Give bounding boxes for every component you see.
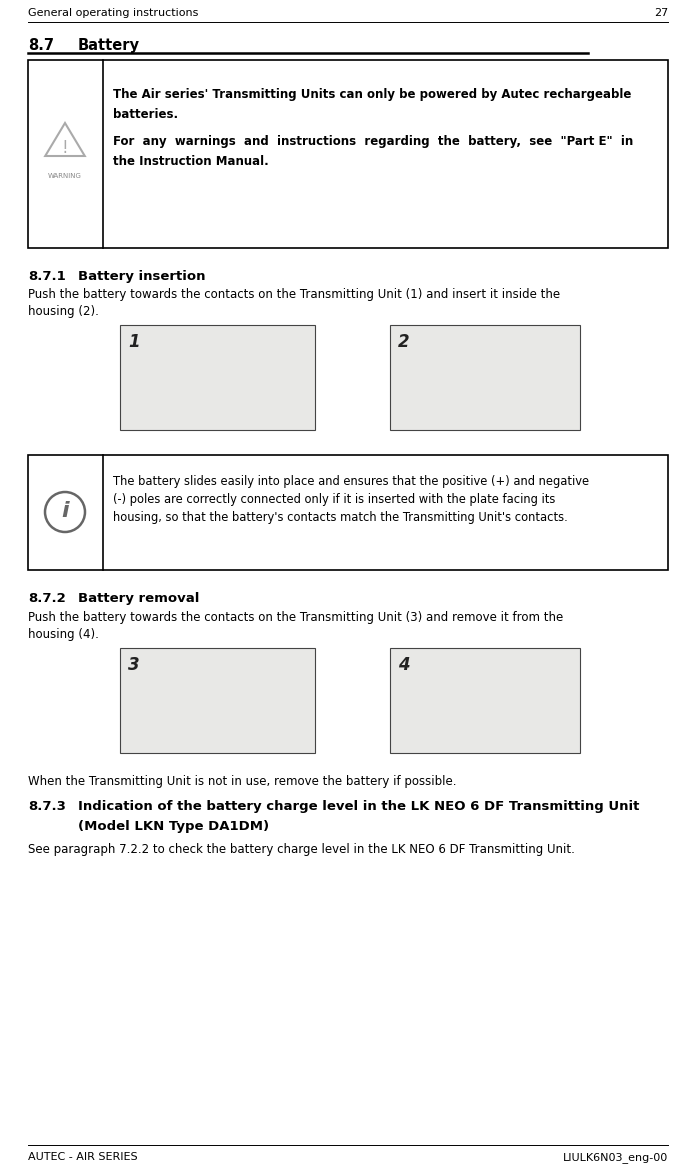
Text: Push the battery towards the contacts on the Transmitting Unit (1) and insert it: Push the battery towards the contacts on… <box>28 288 560 301</box>
Text: Battery insertion: Battery insertion <box>78 270 205 284</box>
Text: (-) poles are correctly connected only if it is inserted with the plate facing i: (-) poles are correctly connected only i… <box>113 492 555 506</box>
Text: Battery removal: Battery removal <box>78 592 199 605</box>
Text: Push the battery towards the contacts on the Transmitting Unit (3) and remove it: Push the battery towards the contacts on… <box>28 612 563 624</box>
Text: 2: 2 <box>398 333 410 351</box>
Text: 1: 1 <box>128 333 140 351</box>
Text: LIULK6N03_eng-00: LIULK6N03_eng-00 <box>563 1152 668 1162</box>
Bar <box>28 455 668 569</box>
Bar <box>390 324 580 429</box>
Bar <box>120 324 315 429</box>
Text: housing, so that the battery's contacts match the Transmitting Unit's contacts.: housing, so that the battery's contacts … <box>113 511 568 524</box>
Text: For  any  warnings  and  instructions  regarding  the  battery,  see  "Part E"  : For any warnings and instructions regard… <box>113 135 633 148</box>
Text: 4: 4 <box>398 656 410 675</box>
Text: 3: 3 <box>128 656 140 675</box>
Bar <box>390 648 580 753</box>
Text: The Air series' Transmitting Units can only be powered by Autec rechargeable: The Air series' Transmitting Units can o… <box>113 88 631 102</box>
Text: housing (2).: housing (2). <box>28 305 99 317</box>
Text: batteries.: batteries. <box>113 109 178 121</box>
Text: The battery slides easily into place and ensures that the positive (+) and negat: The battery slides easily into place and… <box>113 475 589 488</box>
Text: When the Transmitting Unit is not in use, remove the battery if possible.: When the Transmitting Unit is not in use… <box>28 775 457 788</box>
Text: Battery: Battery <box>78 39 140 53</box>
Text: AUTEC - AIR SERIES: AUTEC - AIR SERIES <box>28 1152 138 1162</box>
Text: Indication of the battery charge level in the LK NEO 6 DF Transmitting Unit: Indication of the battery charge level i… <box>78 801 640 813</box>
Text: !: ! <box>62 139 68 158</box>
Text: General operating instructions: General operating instructions <box>28 8 198 18</box>
Text: 8.7.2: 8.7.2 <box>28 592 65 605</box>
Text: 8.7.3: 8.7.3 <box>28 801 66 813</box>
Text: 8.7: 8.7 <box>28 39 54 53</box>
Text: i: i <box>61 501 69 520</box>
Text: (Model LKN Type DA1DM): (Model LKN Type DA1DM) <box>78 820 269 833</box>
Text: 27: 27 <box>654 8 668 18</box>
Text: the Instruction Manual.: the Instruction Manual. <box>113 155 269 168</box>
Bar <box>120 648 315 753</box>
Text: WARNING: WARNING <box>48 173 82 179</box>
Text: 8.7.1: 8.7.1 <box>28 270 65 284</box>
Bar <box>28 60 668 249</box>
Text: housing (4).: housing (4). <box>28 628 99 641</box>
Text: See paragraph 7.2.2 to check the battery charge level in the LK NEO 6 DF Transmi: See paragraph 7.2.2 to check the battery… <box>28 843 575 857</box>
